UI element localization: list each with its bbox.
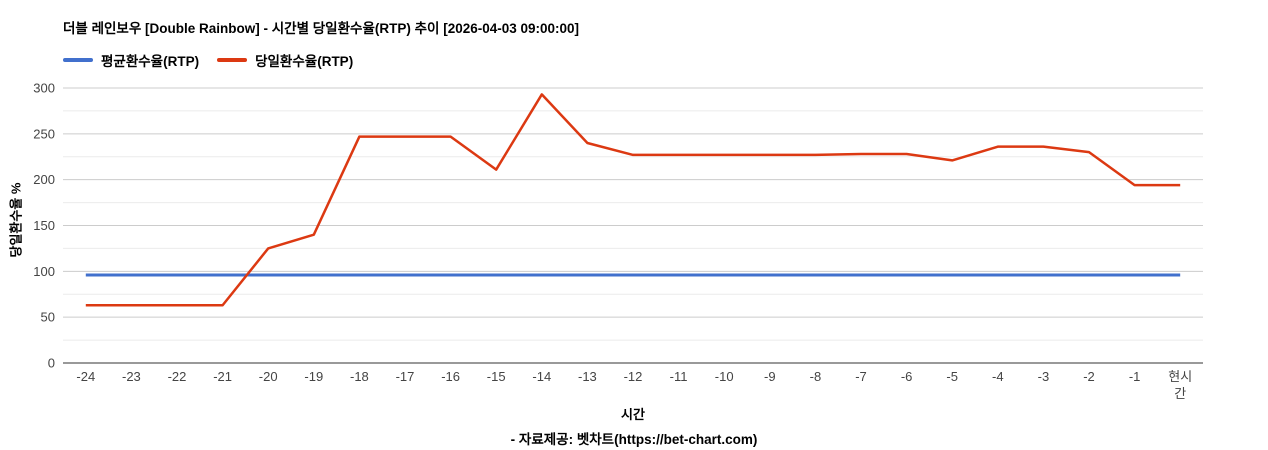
y-tick-labels: 0 50 100 150 200 250 300 [33,81,55,371]
legend-label-average-rtp: 평균환수율(RTP) [101,54,200,69]
legend-item-daily-rtp: 당일환수율(RTP) [217,50,353,70]
svg-text:-4: -4 [992,369,1004,384]
svg-text:-14: -14 [532,369,551,384]
svg-text:-16: -16 [441,369,460,384]
svg-text:-9: -9 [764,369,776,384]
svg-text:-13: -13 [578,369,597,384]
svg-text:100: 100 [33,264,55,279]
average-rtp-line-swatch-icon [63,58,93,62]
svg-text:-24: -24 [76,369,95,384]
svg-text:-8: -8 [810,369,822,384]
svg-text:-2: -2 [1083,369,1095,384]
svg-text:200: 200 [33,172,55,187]
svg-text:-17: -17 [396,369,415,384]
svg-text:-19: -19 [304,369,323,384]
svg-text:간: 간 [1174,386,1186,401]
svg-text:현시: 현시 [1168,369,1192,384]
svg-text:50: 50 [41,310,55,325]
svg-text:-11: -11 [670,369,688,384]
svg-text:-7: -7 [855,369,867,384]
svg-text:-20: -20 [259,369,278,384]
svg-text:-3: -3 [1038,369,1050,384]
svg-text:250: 250 [33,126,55,141]
svg-text:-22: -22 [168,369,187,384]
svg-text:-18: -18 [350,369,369,384]
daily-rtp-line-swatch-icon [217,58,248,62]
x-axis-title: 시간 [621,407,645,422]
svg-text:-21: -21 [213,369,232,384]
chart-title: 더블 레인보우 [Double Rainbow] - 시간별 당일환수율(RTP… [63,21,580,36]
legend-label-daily-rtp: 당일환수율(RTP) [255,54,354,69]
series-line-1 [85,93,1181,307]
svg-text:-5: -5 [946,369,958,384]
svg-text:-1: -1 [1129,369,1141,384]
legend-item-average-rtp: 평균환수율(RTP) [63,50,199,70]
svg-text:150: 150 [33,218,55,233]
chart-footer: - 자료제공: 벳차트(https://bet-chart.com) [510,432,758,447]
svg-text:0: 0 [48,356,55,371]
legend: 평균환수율(RTP) 당일환수율(RTP) [63,50,353,70]
svg-text:-6: -6 [901,369,913,384]
svg-text:300: 300 [33,81,55,96]
svg-text:-23: -23 [122,369,141,384]
svg-text:-15: -15 [487,369,506,384]
svg-text:-10: -10 [715,369,734,384]
x-tick-labels: -24 -23 -22 -21 -20 -19 -18 -17 -16 -15 -14 -13 -12 -… [76,369,1192,401]
svg-text:-12: -12 [624,369,643,384]
gridlines [63,87,1203,341]
